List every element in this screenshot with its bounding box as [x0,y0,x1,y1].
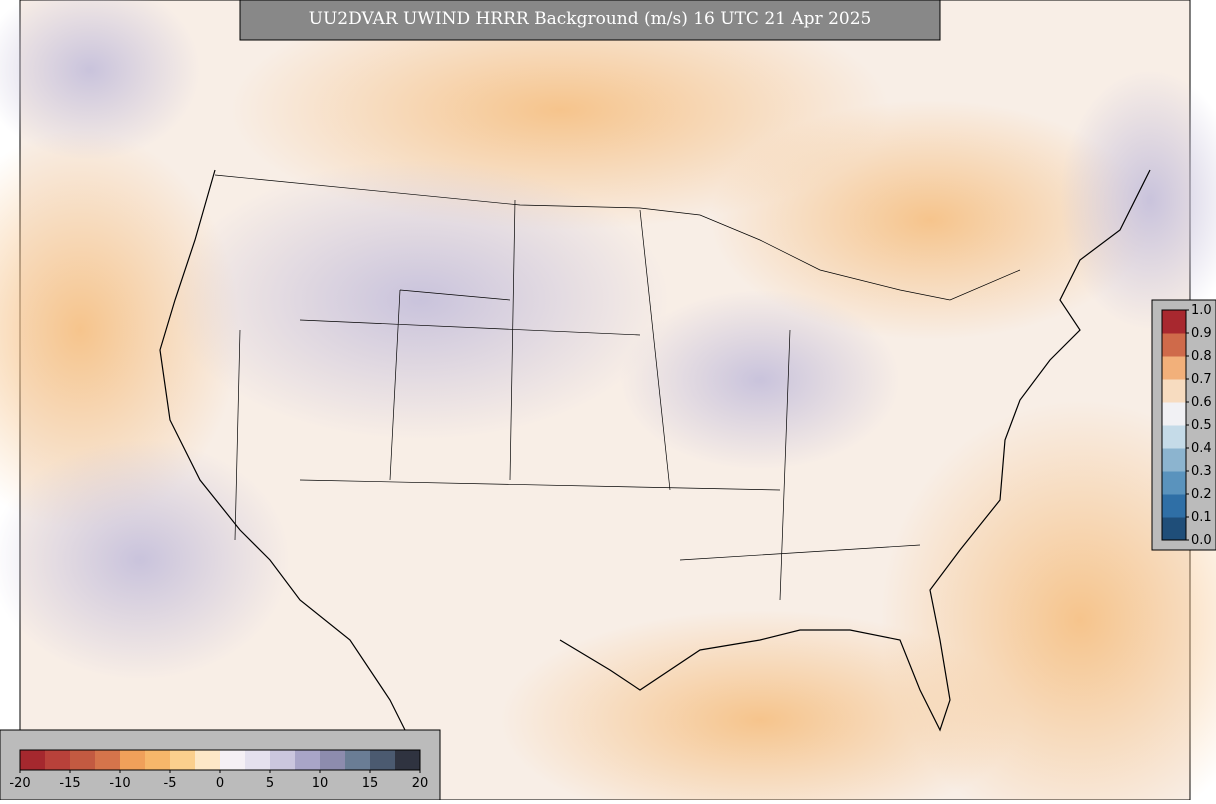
colorbar-segment [1162,494,1186,518]
borders [214,174,1021,601]
colorbar-segment [295,750,321,770]
colorbar-tick-label: 0 [216,776,224,791]
colorbar-segment [1162,517,1186,541]
colorbar-segment [145,750,171,770]
colorbar-tick-label: 0.0 [1191,533,1212,548]
colorbar-tick-label: 0.3 [1191,464,1212,479]
colorbar-segment [20,750,46,770]
colorbar-segment [345,750,371,770]
colorbar-tick-label: -5 [164,776,177,791]
colorbar-tick-label: 0.4 [1191,441,1212,456]
colorbar-tick-label: 0.1 [1191,510,1212,525]
colorbar-tick-label: 5 [266,776,274,791]
colorbar-segment [395,750,421,770]
colorbar-segment [195,750,221,770]
colorbar-tick-label: 0.7 [1191,372,1212,387]
colorbar-tick-label: -20 [9,776,30,791]
colorbar-tick-label: 0.5 [1191,418,1212,433]
colorbar-segment [120,750,146,770]
colorbar-tick-label: 0.9 [1191,326,1212,341]
colorbar-tick-label: 10 [312,776,329,791]
coastline [159,169,1151,761]
colorbar-tick-label: 0.6 [1191,395,1212,410]
colorbar-segment [1162,310,1186,334]
colorbar-segment [1162,402,1186,426]
colorbar-segment [1162,333,1186,357]
title-box [239,0,941,41]
colorbar-segment [1162,471,1186,495]
colorbar-segment [170,750,196,770]
colorbar-segment [220,750,246,770]
colorbar-segment [45,750,71,770]
colorbar-segment [320,750,346,770]
colorbar-tick-label: -15 [59,776,80,791]
colorbar-segment [270,750,296,770]
colorbar-segment [1162,379,1186,403]
colorbar-segment [245,750,271,770]
colorbar-segment [95,750,121,770]
colorbar-tick-label: -10 [109,776,130,791]
map-title: UU2DVAR UWIND HRRR Background (m/s) 16 U… [309,9,872,29]
colorbar-tick-label: 1.0 [1191,303,1212,318]
colorbar-segment [1162,425,1186,449]
colorbar-tick-label: 0.2 [1191,487,1212,502]
colorbar-segment [70,750,96,770]
colorbar-segment [1162,356,1186,380]
colorbar-segment [370,750,396,770]
colorbar-tick-label: 15 [362,776,379,791]
colorbar-segment [1162,448,1186,472]
colorbar-tick-label: 20 [412,776,429,791]
colorbar-tick-label: 0.8 [1191,349,1212,364]
